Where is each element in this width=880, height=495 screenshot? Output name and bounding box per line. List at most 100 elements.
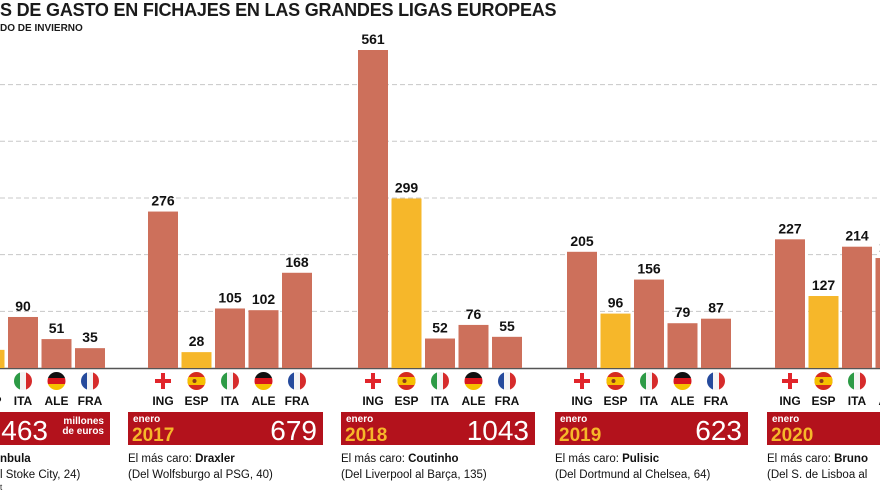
bar-esp bbox=[808, 296, 839, 368]
italy-flag-icon bbox=[221, 372, 239, 390]
bar-ale bbox=[667, 323, 698, 368]
data-label: 52 bbox=[432, 320, 448, 336]
total-box bbox=[341, 412, 535, 445]
data-label: 214 bbox=[845, 228, 869, 244]
year-label: 2018 bbox=[345, 425, 387, 446]
england-flag-icon bbox=[154, 372, 172, 390]
year-label: 2017 bbox=[132, 425, 174, 446]
country-label: ALE bbox=[252, 394, 276, 408]
italy-flag-icon bbox=[848, 372, 866, 390]
total-value: 623 bbox=[695, 415, 742, 446]
year-label: 2019 bbox=[559, 425, 601, 446]
country-label: ING bbox=[362, 394, 383, 408]
top-signing-caption: El más caro: Draxler bbox=[128, 453, 235, 465]
data-label: 205 bbox=[570, 233, 594, 249]
country-label: ITA bbox=[640, 394, 659, 408]
bar-esp bbox=[181, 352, 212, 368]
country-label: FRA bbox=[78, 394, 103, 408]
month-label: enero bbox=[560, 414, 587, 425]
data-label: 28 bbox=[189, 333, 205, 349]
germany-flag-icon bbox=[47, 372, 66, 390]
bar-ita bbox=[634, 279, 664, 368]
caption-transfer-detail: (Del Liverpool al Barça, 135) bbox=[341, 469, 487, 481]
caption-transfer-detail: (Del Wolfsburgo al PSG, 40) bbox=[128, 469, 273, 481]
year-label: 2020 bbox=[771, 425, 813, 446]
bar-fra bbox=[75, 348, 105, 368]
bar-ing bbox=[775, 239, 805, 368]
country-label: ESP bbox=[603, 394, 627, 408]
caption-player-name: Coutinho bbox=[408, 453, 458, 465]
caption-prefix: El más caro: bbox=[341, 453, 408, 465]
bar-ing bbox=[148, 211, 178, 368]
france-flag-icon bbox=[498, 372, 516, 390]
country-label: ALE bbox=[671, 394, 695, 408]
data-label: 96 bbox=[608, 295, 624, 311]
country-label: ITA bbox=[221, 394, 240, 408]
chart-title: S DE GASTO EN FICHAJES EN LAS GRANDES LI… bbox=[0, 0, 557, 20]
data-label: 299 bbox=[395, 180, 419, 196]
top-signing-caption: El más caro: Pulisic bbox=[555, 453, 660, 465]
data-label: 105 bbox=[218, 289, 242, 305]
top-signing-caption: nbula bbox=[0, 453, 31, 465]
month-label: enero bbox=[346, 414, 373, 425]
caption-transfer-detail: l Stoke City, 24) bbox=[0, 469, 80, 481]
data-label: 87 bbox=[708, 300, 724, 316]
bar-ita bbox=[8, 316, 38, 368]
country-label: ING bbox=[779, 394, 800, 408]
spain-flag-icon bbox=[397, 372, 416, 390]
bar-ale bbox=[41, 339, 72, 368]
data-label: 55 bbox=[499, 318, 515, 334]
france-flag-icon bbox=[707, 372, 725, 390]
france-flag-icon bbox=[81, 372, 99, 390]
data-label: 102 bbox=[252, 291, 276, 307]
data-label: 51 bbox=[49, 320, 65, 336]
bar-ita bbox=[425, 338, 455, 368]
total-box bbox=[555, 412, 748, 445]
bar-ale bbox=[248, 310, 279, 368]
data-label: 156 bbox=[637, 261, 661, 277]
bar-ita bbox=[842, 246, 872, 368]
italy-flag-icon bbox=[640, 372, 658, 390]
country-label: ING bbox=[571, 394, 592, 408]
caption-player-name: nbula bbox=[0, 453, 31, 465]
germany-flag-icon bbox=[254, 372, 273, 390]
caption-prefix: El más caro: bbox=[555, 453, 622, 465]
country-label: ING bbox=[152, 394, 173, 408]
data-label: 79 bbox=[675, 304, 691, 320]
country-label: ALE bbox=[879, 394, 880, 408]
data-label: 276 bbox=[151, 193, 175, 209]
bar-fra bbox=[701, 318, 731, 368]
country-label: FRA bbox=[704, 394, 729, 408]
month-label: enero bbox=[133, 414, 160, 425]
bar-ita bbox=[215, 308, 245, 368]
germany-flag-icon bbox=[673, 372, 692, 390]
bar-esp bbox=[600, 313, 631, 368]
data-label: 35 bbox=[82, 329, 98, 345]
caption-player-name: Bruno bbox=[834, 453, 868, 465]
total-value: 463 bbox=[1, 415, 48, 446]
country-label: FRA bbox=[285, 394, 310, 408]
bar-ale bbox=[458, 324, 489, 368]
bar-ing bbox=[567, 251, 597, 368]
country-label: ITA bbox=[14, 394, 33, 408]
country-label: ALE bbox=[462, 394, 486, 408]
total-unit: millones de euros bbox=[62, 416, 104, 437]
caption-player-name: Draxler bbox=[195, 453, 235, 465]
caption-transfer-detail: (Del S. de Lisboa al bbox=[767, 469, 867, 481]
total-box bbox=[128, 412, 323, 445]
total-value: 1043 bbox=[467, 415, 529, 446]
data-label: 561 bbox=[361, 31, 385, 47]
france-flag-icon bbox=[288, 372, 306, 390]
data-label: 127 bbox=[812, 277, 836, 293]
italy-flag-icon bbox=[431, 372, 449, 390]
chart-subtitle: DO DE INVIERNO bbox=[0, 23, 83, 34]
england-flag-icon bbox=[364, 372, 382, 390]
country-label: ESP bbox=[0, 394, 2, 408]
spain-flag-icon bbox=[814, 372, 833, 390]
bar-esp bbox=[0, 349, 5, 368]
spain-flag-icon bbox=[606, 372, 625, 390]
country-label: ESP bbox=[184, 394, 208, 408]
bar-ing bbox=[358, 50, 388, 368]
caption-transfer-detail: (Del Dortmund al Chelsea, 64) bbox=[555, 469, 710, 481]
